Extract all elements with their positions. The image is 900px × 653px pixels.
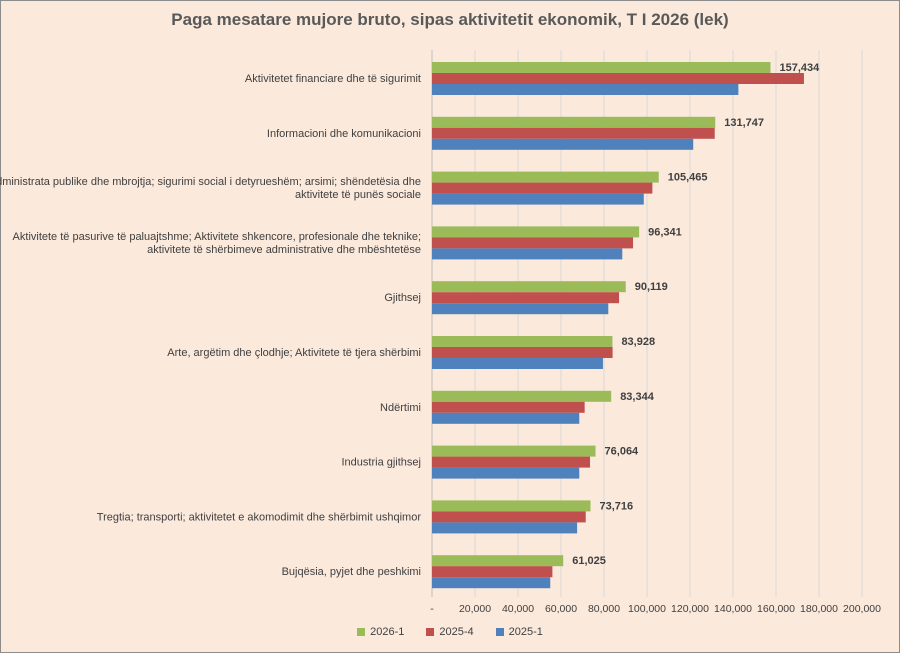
x-tick-label: 200,000: [843, 603, 881, 615]
data-label: 96,341: [648, 226, 682, 238]
chart-title: Paga mesatare mujore bruto, sipas aktivi…: [171, 10, 729, 29]
bar-2025-4-6: [432, 401, 585, 413]
chart-legend: 2026-1 2025-4 2025-1: [0, 626, 900, 638]
legend-label: 2025-4: [439, 626, 474, 638]
bar-2026-1-4: [432, 281, 626, 293]
category-label: aktivitete të punës sociale: [295, 189, 421, 201]
x-tick-label: 60,000: [545, 603, 577, 615]
data-label: 157,434: [779, 62, 820, 74]
bar-2025-4-3: [432, 237, 634, 249]
bar-2026-1-3: [432, 226, 640, 238]
legend-item-2026-1: 2026-1: [357, 626, 404, 638]
bar-2025-1-2: [432, 193, 644, 205]
bar-2025-1-0: [432, 84, 739, 95]
legend-swatch: [426, 628, 435, 636]
data-label: 105,465: [668, 172, 708, 184]
bar-2025-1-1: [432, 138, 694, 150]
bar-2025-4-7: [432, 456, 591, 468]
data-label: 76,064: [605, 446, 640, 458]
category-label: Aktivitete të pasurive të paluajtshme; A…: [13, 231, 421, 243]
bar-2026-1-9: [432, 555, 564, 567]
data-label: 90,119: [635, 281, 668, 293]
legend-label: 2026-1: [370, 626, 405, 638]
bar-2025-1-7: [432, 467, 580, 479]
category-label: Administrata publike dhe mbrojtja; sigur…: [0, 176, 421, 188]
category-label: Informacioni dhe komunikacioni: [267, 128, 421, 140]
legend-item-2025-4: 2025-4: [426, 626, 474, 638]
x-tick-label: 140,000: [714, 603, 752, 615]
category-label: Gjithsej: [384, 292, 421, 304]
bar-2025-4-2: [432, 182, 653, 194]
data-label: 61,025: [572, 555, 606, 567]
category-label: aktivitete të shërbimeve administrative …: [147, 244, 421, 256]
category-label: Tregtia; transporti; aktivitetet e akomo…: [97, 511, 422, 523]
bar-2025-1-3: [432, 248, 623, 260]
bar-2026-1-8: [432, 500, 591, 512]
bar-2026-1-5: [432, 336, 613, 347]
category-label: Industria gjithsej: [342, 457, 422, 469]
legend-swatch: [495, 628, 504, 636]
x-tick-label: 20,000: [459, 603, 491, 615]
x-tick-label: -: [430, 603, 434, 615]
bar-2025-1-6: [432, 412, 580, 424]
category-label: Aktivitetet financiare dhe të sigurimit: [245, 73, 421, 85]
x-tick-label: 40,000: [502, 603, 534, 615]
x-tick-label: 160,000: [757, 603, 795, 615]
bar-2025-1-5: [432, 358, 603, 369]
bar-2025-4-8: [432, 511, 586, 523]
data-label: 73,716: [599, 500, 633, 512]
category-label: Ndërtimi: [380, 402, 421, 414]
legend-swatch: [357, 628, 366, 636]
bar-2026-1-0: [432, 62, 771, 73]
bar-2025-1-4: [432, 303, 609, 315]
bar-2026-1-7: [432, 445, 596, 457]
bar-2025-1-9: [432, 577, 551, 589]
bar-2025-1-8: [432, 522, 578, 534]
category-label: Bujqësia, pyjet dhe peshkimi: [282, 566, 421, 578]
bar-2026-1-2: [432, 171, 659, 183]
bar-2025-4-5: [432, 347, 613, 358]
data-label: 83,928: [621, 336, 655, 348]
x-tick-label: 180,000: [800, 603, 838, 615]
bar-2026-1-6: [432, 390, 612, 402]
x-tick-label: 120,000: [671, 603, 709, 615]
bar-2025-4-9: [432, 566, 553, 578]
bar-2025-4-1: [432, 127, 715, 139]
bar-2026-1-1: [432, 116, 716, 128]
legend-label: 2025-1: [508, 626, 543, 638]
x-tick-label: 100,000: [628, 603, 666, 615]
x-tick-label: 80,000: [588, 603, 620, 615]
data-label: 131,747: [724, 117, 764, 129]
legend-item-2025-1: 2025-1: [495, 626, 543, 638]
data-label: 83,344: [620, 391, 655, 403]
category-label: Arte, argëtim dhe çlodhje; Aktivitete të…: [167, 347, 421, 359]
bar-2025-4-0: [432, 73, 804, 84]
bar-2025-4-4: [432, 292, 620, 304]
